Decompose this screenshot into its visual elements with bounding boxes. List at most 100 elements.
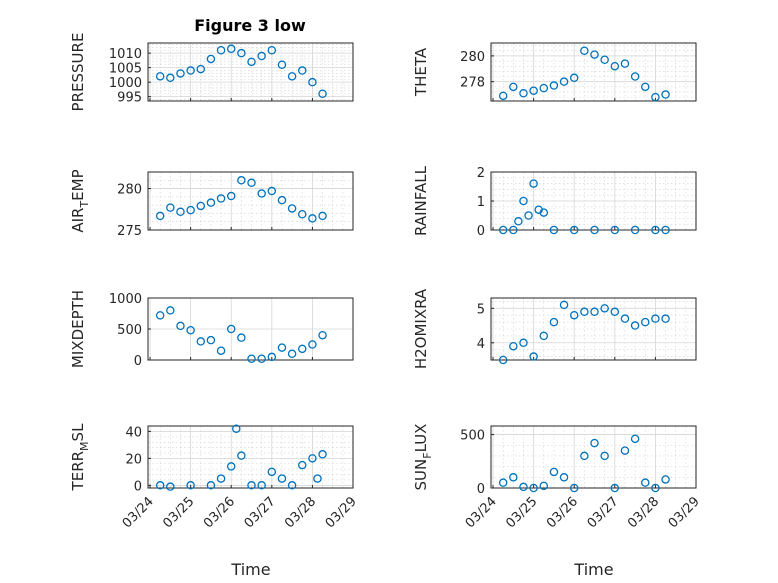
y-tick-label: 0 — [477, 224, 485, 239]
y-axis-label-main: SUN — [412, 459, 430, 491]
y-tick-label: 5 — [477, 302, 485, 317]
data-point — [226, 462, 236, 471]
panel-h2omixra: 4 5 H2OMIXRA — [412, 288, 697, 369]
y-tick-label: 275 — [117, 224, 142, 239]
data-point — [308, 77, 317, 87]
data-point — [186, 66, 195, 75]
data-point — [559, 77, 569, 86]
y-tick-label: 20 — [125, 452, 142, 467]
data-point — [630, 72, 640, 81]
data-point — [498, 225, 508, 235]
data-point — [630, 321, 640, 330]
y-axis-label-tail: EMP — [69, 169, 87, 200]
y-tick-label: 995 — [117, 91, 142, 106]
data-point — [539, 481, 549, 491]
axes-frame — [147, 42, 354, 102]
data-point — [569, 310, 579, 320]
y-tick-label: 4 — [477, 337, 485, 352]
data-point — [580, 307, 589, 317]
y-axis-label: RAINFALL — [412, 165, 430, 236]
axes-box — [490, 297, 697, 361]
data-point — [308, 454, 317, 463]
data-point — [277, 343, 287, 352]
y-axis-label-main: RAINFALL — [412, 165, 430, 236]
data-point — [257, 51, 266, 61]
axes-box — [490, 425, 697, 489]
data-point — [539, 331, 549, 341]
data-point — [206, 198, 216, 207]
y-tick-label: 1005 — [109, 62, 142, 77]
data-point — [559, 473, 569, 482]
data-point — [539, 208, 549, 217]
data-point — [267, 352, 277, 362]
data-point — [287, 349, 297, 359]
data-point — [155, 481, 165, 490]
y-axis-label: H2OMIXRA — [412, 288, 430, 369]
data-point — [620, 59, 630, 68]
panel-rainfall: 0 1 2 RAINFALL — [412, 165, 697, 239]
data-point — [318, 89, 327, 99]
data-point — [308, 214, 317, 223]
y-tick-label: 500 — [117, 323, 142, 338]
data-point — [155, 311, 165, 320]
y-tick-label: 0 — [477, 482, 485, 497]
y-axis-label-subscript: T — [78, 201, 91, 209]
data-point — [226, 324, 236, 334]
data-point — [620, 314, 630, 323]
data-point — [267, 467, 277, 477]
data-point — [237, 48, 246, 58]
data-point — [237, 333, 246, 342]
data-point — [176, 69, 185, 78]
data-point — [176, 321, 185, 331]
data-point — [298, 66, 307, 75]
data-point — [277, 474, 287, 483]
data-point — [569, 73, 579, 83]
data-point — [186, 481, 195, 490]
data-point — [580, 46, 589, 55]
x-tick-label: 03/26 — [544, 494, 581, 531]
data-point — [196, 337, 206, 346]
data-point — [257, 189, 266, 198]
data-point — [277, 195, 287, 205]
x-tick-label: 03/25 — [503, 494, 540, 531]
y-tick-label: 280 — [117, 183, 142, 198]
x-tick-label: 03/28 — [625, 494, 662, 531]
y-tick-label: 0 — [134, 479, 142, 494]
data-point — [519, 338, 528, 348]
data-point — [206, 481, 216, 490]
data-point — [580, 451, 589, 461]
data-point — [519, 482, 528, 492]
axes-box — [147, 425, 354, 489]
data-point — [661, 90, 670, 99]
data-point — [651, 225, 660, 235]
y-tick-label: 1000 — [109, 76, 142, 91]
data-point — [277, 60, 287, 70]
y-tick-label: 1 — [477, 195, 485, 210]
data-point — [298, 460, 307, 470]
data-point — [529, 86, 538, 95]
data-point — [318, 330, 327, 340]
y-axis-label-main: H2OMIXRA — [412, 288, 430, 369]
data-point — [559, 300, 569, 310]
y-axis-label: AIRTEMP — [69, 169, 91, 232]
data-point — [176, 207, 185, 217]
data-point — [206, 335, 216, 345]
data-point — [590, 307, 599, 317]
data-point — [287, 481, 297, 490]
data-point — [590, 438, 599, 448]
data-point — [257, 481, 266, 490]
data-point — [539, 83, 549, 93]
data-point — [313, 474, 322, 483]
axes-frame — [147, 425, 354, 489]
data-point — [620, 446, 630, 455]
axes-frame — [490, 425, 697, 489]
x-tick-label: 03/27 — [242, 494, 279, 531]
data-point — [610, 483, 620, 493]
data-point — [247, 481, 256, 490]
y-axis-label-main: AIR — [69, 208, 87, 233]
data-point — [651, 483, 660, 493]
y-tick-label: 280 — [460, 50, 485, 65]
